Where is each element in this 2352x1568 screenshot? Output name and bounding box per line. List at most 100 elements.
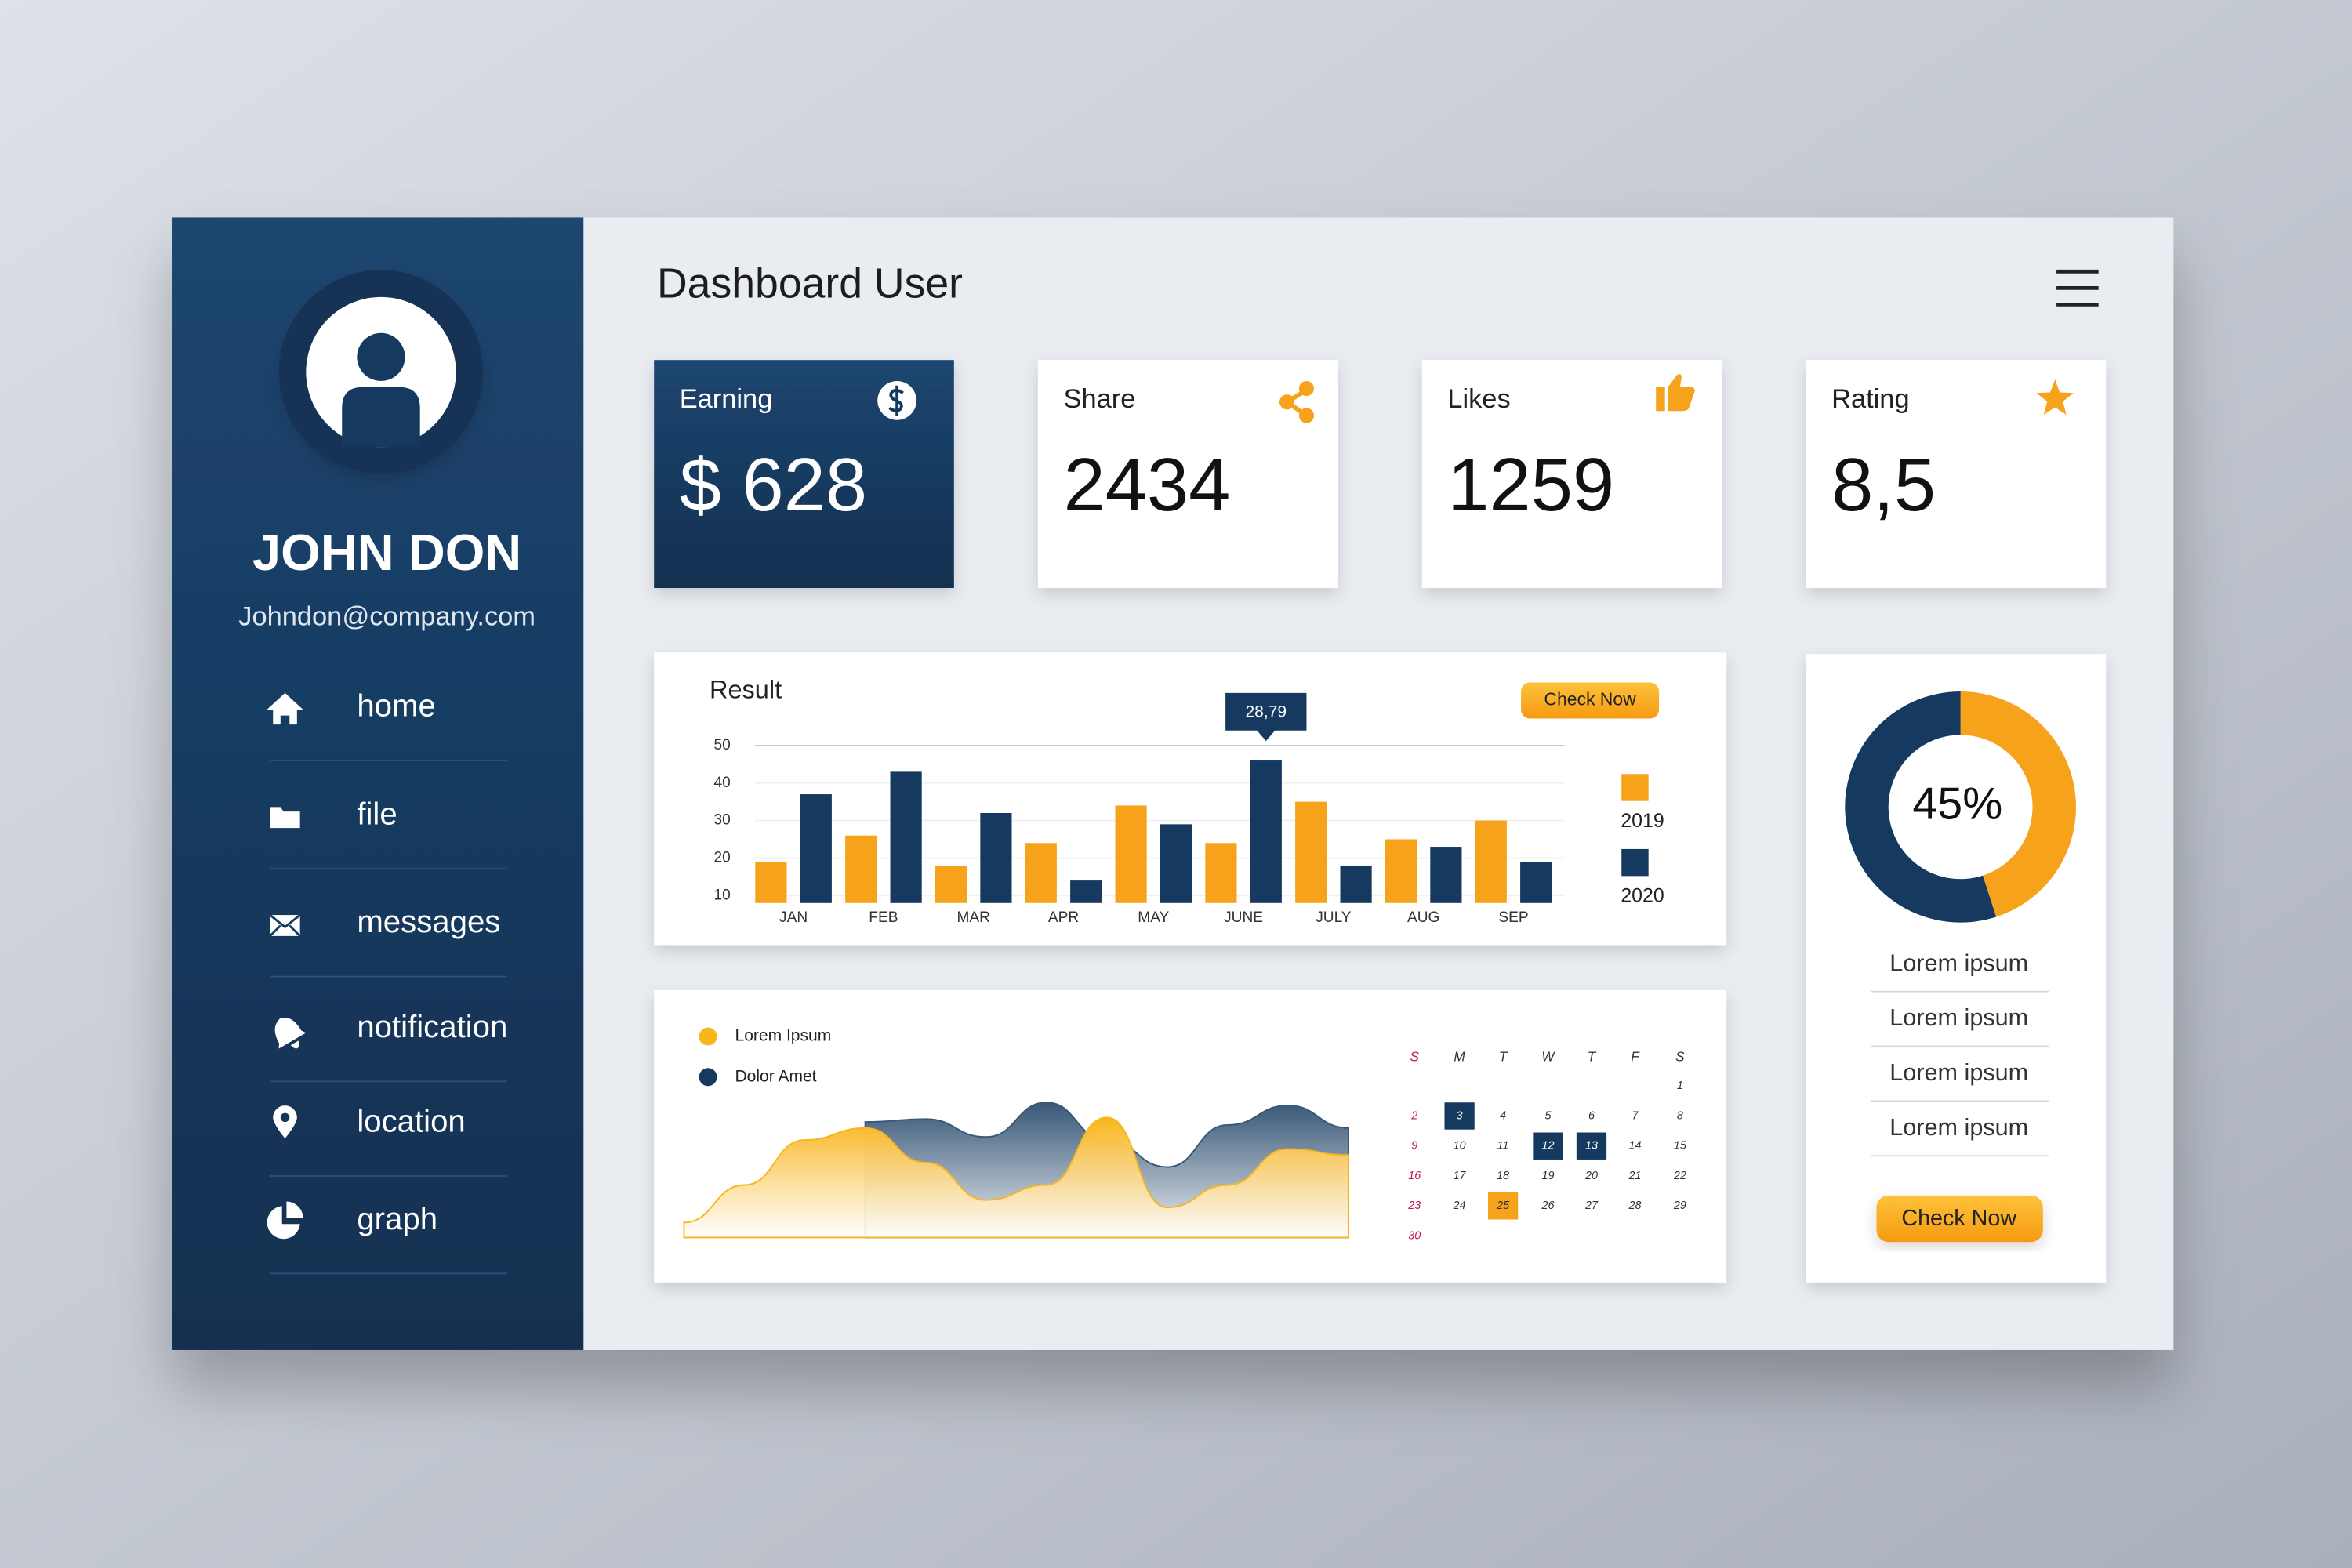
bar <box>1115 805 1147 903</box>
day[interactable]: 3 <box>1457 1109 1463 1122</box>
day[interactable]: 2 <box>1410 1109 1417 1122</box>
bar <box>1250 760 1282 903</box>
day[interactable]: 23 <box>1407 1200 1421 1212</box>
chart-title: Result <box>710 676 782 704</box>
bar <box>1430 847 1462 903</box>
day[interactable]: 24 <box>1453 1200 1466 1212</box>
weekday: F <box>1631 1048 1640 1064</box>
tooltip <box>1225 692 1307 742</box>
day[interactable]: 17 <box>1454 1170 1467 1182</box>
user-email: Johndon@company.com <box>238 601 535 631</box>
day[interactable]: 16 <box>1408 1170 1421 1182</box>
day[interactable]: 7 <box>1632 1109 1639 1122</box>
bar <box>1160 824 1192 903</box>
card-label: Likes <box>1447 384 1510 414</box>
check-button-label[interactable]: Check Now <box>1544 689 1636 710</box>
donut-hole <box>1888 735 2033 880</box>
day[interactable]: 9 <box>1411 1140 1417 1152</box>
day[interactable]: 26 <box>1541 1200 1555 1212</box>
menu-item[interactable]: graph <box>357 1201 437 1236</box>
card-value: 8,5 <box>1831 443 1936 527</box>
day-highlight <box>1576 1132 1607 1160</box>
day-highlight <box>1533 1132 1563 1160</box>
donut-slice <box>1960 691 2076 917</box>
card-label: Rating <box>1831 384 1910 414</box>
y-tick-label: 50 <box>713 737 730 753</box>
legend-label: 2019 <box>1621 810 1664 832</box>
card-label: Share <box>1064 384 1136 414</box>
check-button[interactable] <box>1521 682 1660 719</box>
day[interactable]: 25 <box>1496 1200 1509 1212</box>
day[interactable]: 20 <box>1584 1170 1598 1182</box>
day[interactable]: 19 <box>1542 1170 1555 1182</box>
bar <box>1475 820 1507 903</box>
legend-swatch <box>1621 848 1649 877</box>
bar <box>1025 843 1057 903</box>
day[interactable]: 28 <box>1628 1200 1641 1212</box>
share-dot <box>1298 380 1315 397</box>
day[interactable]: 4 <box>1500 1109 1506 1122</box>
card-value: 2434 <box>1064 443 1231 527</box>
day[interactable]: 10 <box>1454 1140 1466 1152</box>
day[interactable]: 12 <box>1542 1140 1555 1152</box>
summary-button-label[interactable]: Check Now <box>1901 1206 2016 1231</box>
legend-dot <box>699 1027 717 1046</box>
day[interactable]: 8 <box>1677 1109 1683 1122</box>
menu-icons <box>267 692 307 1240</box>
menu-item[interactable]: file <box>357 796 397 831</box>
x-tick-label: JAN <box>779 909 808 926</box>
day[interactable]: 27 <box>1584 1200 1599 1212</box>
x-tick-label: APR <box>1048 909 1079 926</box>
day[interactable]: 11 <box>1497 1140 1509 1152</box>
y-tick-label: 10 <box>713 887 730 903</box>
bar <box>800 794 832 903</box>
day[interactable]: 13 <box>1585 1140 1598 1152</box>
x-tick-label: MAR <box>956 909 990 926</box>
weekday: W <box>1541 1048 1555 1064</box>
day[interactable]: 29 <box>1673 1200 1686 1212</box>
menu-item[interactable]: messages <box>357 904 500 939</box>
avatar-head <box>357 332 405 381</box>
day[interactable]: 6 <box>1588 1109 1595 1122</box>
notification-icon <box>274 1018 307 1049</box>
weekday: T <box>1499 1048 1508 1064</box>
y-tick-label: 20 <box>713 849 730 866</box>
x-tick-label: FEB <box>869 909 898 926</box>
day[interactable]: 1 <box>1677 1080 1683 1092</box>
share-dot <box>1298 408 1315 423</box>
weekday: S <box>1410 1048 1419 1064</box>
day[interactable]: 21 <box>1628 1170 1641 1182</box>
bar <box>1340 865 1372 903</box>
bar <box>890 771 922 903</box>
summary-button[interactable] <box>1876 1195 2043 1243</box>
menu-item[interactable]: notification <box>357 1009 507 1044</box>
x-tick-label: JUNE <box>1224 909 1263 926</box>
x-tick-label: JULY <box>1316 909 1352 926</box>
menu-item[interactable]: home <box>357 688 435 724</box>
day[interactable]: 18 <box>1497 1170 1509 1182</box>
menu-button[interactable] <box>2056 269 2099 307</box>
legend-label: Dolor Amet <box>735 1067 816 1085</box>
tooltip-label: 28,79 <box>1245 702 1287 720</box>
bar <box>980 812 1012 903</box>
bar <box>1385 839 1417 903</box>
menu-item[interactable]: location <box>357 1104 465 1139</box>
day[interactable]: 5 <box>1545 1109 1552 1122</box>
summary-item: Lorem ipsum <box>1889 1114 2028 1141</box>
graph-icon <box>267 1201 303 1240</box>
day[interactable]: 30 <box>1408 1229 1421 1242</box>
x-tick-label: AUG <box>1407 909 1439 926</box>
legend-swatch <box>1621 774 1649 801</box>
dollar-glyph <box>888 385 904 416</box>
legend-label: 2020 <box>1621 885 1664 907</box>
share-dot <box>1279 394 1295 410</box>
day[interactable]: 14 <box>1628 1140 1641 1152</box>
weekday: S <box>1675 1048 1685 1064</box>
day[interactable]: 22 <box>1673 1170 1686 1182</box>
bar <box>1205 843 1237 903</box>
home-icon <box>267 692 303 725</box>
summary-item: Lorem ipsum <box>1889 1059 2028 1086</box>
like-icon <box>1656 374 1695 412</box>
day[interactable]: 15 <box>1674 1140 1686 1152</box>
